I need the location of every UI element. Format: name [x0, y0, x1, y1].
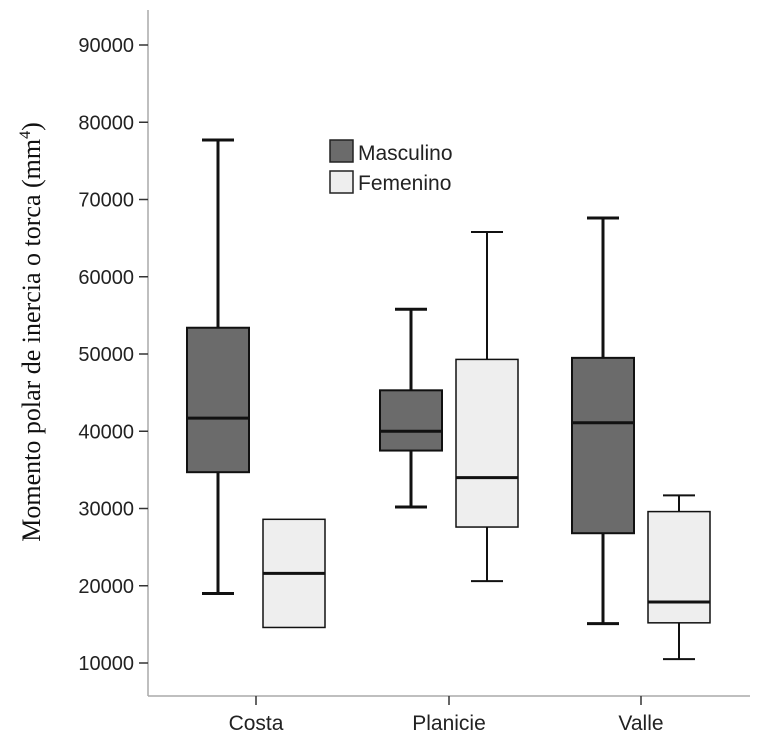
y-axis-label-main: Momento polar de inercia o torca (mm	[17, 139, 46, 542]
y-tick-label: 60000	[78, 267, 134, 289]
box-femenino-valle	[647, 494, 711, 661]
y-tick-label: 90000	[78, 35, 134, 57]
box-rect	[186, 326, 250, 474]
y-tick-label: 10000	[78, 653, 134, 675]
y-axis-label-superscript: 4	[17, 131, 34, 139]
y-tick-label: 70000	[78, 190, 134, 212]
x-tick-label: Valle	[618, 712, 663, 735]
y-tick-label: 80000	[78, 112, 134, 134]
box-rect	[647, 510, 711, 624]
legend: Masculino Femenino	[329, 139, 453, 195]
box-femenino-costa	[262, 518, 326, 629]
y-tick-label: 40000	[78, 421, 134, 443]
box-masculino-valle	[571, 216, 635, 626]
y-tick-label: 50000	[78, 344, 134, 366]
legend-swatch-femenino	[329, 170, 354, 194]
box-masculino-costa	[186, 138, 250, 595]
legend-swatch-masculino	[329, 139, 354, 163]
y-tick-label: 20000	[78, 576, 134, 598]
x-ticks: Costa Planicie Valle	[229, 696, 664, 735]
box-masculino-planicie	[379, 307, 443, 509]
y-axis-label: Momento polar de inercia o torca (mm4)	[17, 122, 46, 542]
legend-label-masculino: Masculino	[358, 142, 453, 165]
legend-label-femenino: Femenino	[358, 172, 451, 195]
x-tick-label: Costa	[229, 712, 284, 735]
y-tick-label: 30000	[78, 499, 134, 521]
y-ticks: 10000 20000 30000 40000 50000 60000 70000 80000…	[78, 35, 148, 675]
y-axis-label-close: )	[17, 122, 46, 131]
box-femenino-planicie	[455, 230, 519, 583]
box-rect	[455, 358, 519, 528]
x-tick-label: Planicie	[412, 712, 486, 735]
box-rect	[571, 356, 635, 535]
boxes	[186, 138, 711, 661]
box-rect	[379, 389, 443, 452]
